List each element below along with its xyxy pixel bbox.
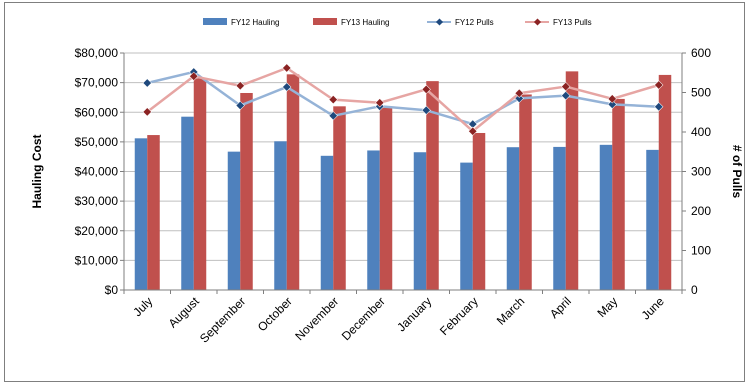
point xyxy=(561,81,571,92)
bar xyxy=(426,81,439,290)
bar xyxy=(286,74,300,290)
point xyxy=(282,63,292,73)
bar xyxy=(612,98,625,290)
legend-label: FY13 Hauling xyxy=(341,18,389,27)
x-tick-label: January xyxy=(394,294,434,334)
y2-tick-label: 400 xyxy=(691,125,711,139)
y-tick-label: $70,000 xyxy=(75,76,119,90)
y-tick-label: $0 xyxy=(105,283,119,297)
point xyxy=(189,71,199,81)
y-tick-label: $20,000 xyxy=(75,224,119,238)
bar xyxy=(240,92,253,291)
bar xyxy=(553,146,566,290)
x-tick-label: July xyxy=(130,294,155,319)
series-line xyxy=(146,70,659,126)
y-tick-label: $60,000 xyxy=(75,105,119,119)
x-tick-label: August xyxy=(166,294,203,331)
y-axis-title: Hauling Cost xyxy=(30,134,44,208)
legend-label: FY13 Pulls xyxy=(553,18,592,27)
bar xyxy=(274,141,287,290)
point xyxy=(468,119,478,129)
point xyxy=(421,84,431,94)
point xyxy=(142,78,152,88)
bar xyxy=(599,144,613,290)
point xyxy=(282,82,292,92)
legend-label: FY12 Hauling xyxy=(231,18,279,27)
y2-axis-title: # of Pulls xyxy=(730,145,744,199)
point xyxy=(421,105,431,115)
bar xyxy=(227,151,241,290)
point xyxy=(328,95,338,105)
y2-tick-label: 100 xyxy=(691,244,711,258)
legend-swatch xyxy=(203,18,227,25)
bar xyxy=(506,147,520,290)
legend-label: FY12 Pulls xyxy=(455,18,494,27)
point xyxy=(607,94,617,104)
legend-marker xyxy=(435,18,444,26)
point xyxy=(235,100,245,111)
x-tick-label: October xyxy=(255,294,295,334)
point xyxy=(654,102,664,112)
bar xyxy=(320,155,334,290)
bar xyxy=(472,132,486,290)
point xyxy=(468,126,478,136)
y-tick-label: $50,000 xyxy=(75,135,119,149)
bar xyxy=(565,71,579,291)
bar xyxy=(379,106,393,290)
series-line xyxy=(146,66,660,133)
legend-swatch xyxy=(313,18,337,25)
point xyxy=(607,99,617,109)
x-tick-label: June xyxy=(639,294,668,323)
bar xyxy=(413,152,427,290)
y2-tick-label: 300 xyxy=(691,165,711,179)
y-tick-label: $10,000 xyxy=(75,253,119,267)
bar xyxy=(193,78,207,290)
y-tick-label: $80,000 xyxy=(75,46,119,60)
y-tick-label: $30,000 xyxy=(75,194,119,208)
bar xyxy=(147,135,160,290)
legend-marker xyxy=(533,18,542,26)
point xyxy=(328,111,338,121)
combo-chart: $0 $10,000 $20,000 $30,000 $40,000 $50,000 $60… xyxy=(30,18,744,346)
point xyxy=(654,80,664,90)
y2-tick-label: 200 xyxy=(691,204,711,218)
point xyxy=(375,98,385,108)
bar xyxy=(519,94,532,290)
y-tick-label: $40,000 xyxy=(75,165,119,179)
x-tick-label: April xyxy=(547,294,574,321)
x-tick-label: May xyxy=(594,294,620,320)
x-tick-label: September xyxy=(197,294,248,345)
point xyxy=(561,91,571,101)
bar xyxy=(333,106,346,290)
bar xyxy=(658,74,672,290)
point xyxy=(142,107,152,117)
point xyxy=(514,88,524,98)
bar xyxy=(646,149,659,290)
bar xyxy=(367,150,380,290)
x-tick-label: November xyxy=(292,294,341,343)
bar xyxy=(460,162,473,290)
bar xyxy=(134,138,148,290)
y2-tick-label: 600 xyxy=(691,46,711,60)
y2-tick-label: 0 xyxy=(691,283,698,297)
chart-frame: $0 $10,000 $20,000 $30,000 $40,000 $50,000 $60… xyxy=(4,2,745,382)
x-tick-label: February xyxy=(437,294,481,338)
point xyxy=(235,81,245,91)
y2-tick-label: 500 xyxy=(691,86,711,100)
x-tick-label: March xyxy=(494,294,527,327)
x-tick-label: December xyxy=(339,294,388,343)
bar xyxy=(181,116,194,290)
